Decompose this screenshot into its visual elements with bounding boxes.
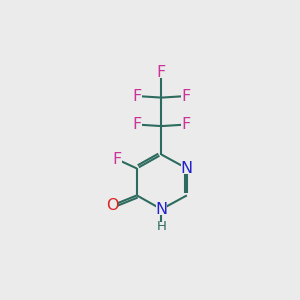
Text: F: F bbox=[112, 152, 122, 167]
FancyBboxPatch shape bbox=[181, 91, 191, 101]
FancyBboxPatch shape bbox=[182, 163, 192, 174]
Text: H: H bbox=[157, 220, 166, 233]
FancyBboxPatch shape bbox=[132, 91, 142, 101]
Text: N: N bbox=[155, 202, 167, 217]
FancyBboxPatch shape bbox=[106, 200, 118, 211]
FancyBboxPatch shape bbox=[156, 204, 167, 214]
Text: O: O bbox=[106, 198, 118, 213]
FancyBboxPatch shape bbox=[156, 68, 167, 78]
FancyBboxPatch shape bbox=[181, 119, 191, 130]
FancyBboxPatch shape bbox=[112, 154, 122, 164]
Text: F: F bbox=[132, 117, 141, 132]
Text: F: F bbox=[182, 117, 191, 132]
FancyBboxPatch shape bbox=[156, 222, 167, 232]
FancyBboxPatch shape bbox=[132, 119, 142, 130]
Text: F: F bbox=[157, 65, 166, 80]
Text: N: N bbox=[181, 161, 193, 176]
Text: F: F bbox=[182, 88, 191, 104]
Text: F: F bbox=[132, 88, 141, 104]
